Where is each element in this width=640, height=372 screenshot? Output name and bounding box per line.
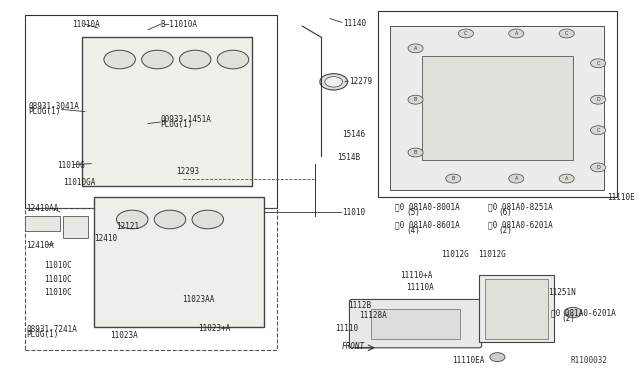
Bar [371,309,460,339]
Text: 1112B: 1112B [348,301,371,310]
Bar [25,216,60,231]
Circle shape [320,74,348,90]
Text: (2): (2) [499,226,513,235]
Text: 11010A: 11010A [72,20,100,29]
Text: 11010C: 11010C [44,288,72,296]
FancyBboxPatch shape [82,37,252,186]
Circle shape [179,50,211,69]
Circle shape [154,210,186,229]
Circle shape [408,148,423,157]
Text: (4): (4) [406,226,420,235]
Circle shape [559,29,574,38]
Bar [422,56,573,160]
Text: C: C [596,61,600,66]
Circle shape [591,163,605,172]
Circle shape [192,210,223,229]
Circle shape [104,50,136,69]
Text: 08931-7241A: 08931-7241A [26,325,77,334]
Circle shape [458,29,474,38]
Text: FRONT: FRONT [342,342,365,351]
Text: A: A [515,31,518,36]
Text: PLUG(1): PLUG(1) [28,107,61,116]
Text: 12410: 12410 [95,234,118,243]
FancyBboxPatch shape [95,197,264,327]
FancyBboxPatch shape [390,26,604,190]
Text: A: A [515,176,518,181]
Text: ⑂0 081A0-6201A: ⑂0 081A0-6201A [488,221,553,230]
Text: ⑂0 081A0-8251A: ⑂0 081A0-8251A [488,202,553,211]
Text: 12293: 12293 [176,167,200,176]
Text: 11110A: 11110A [406,283,434,292]
Text: A: A [414,46,417,51]
Text: 11010G: 11010G [57,161,84,170]
FancyBboxPatch shape [479,275,554,342]
Text: C: C [565,31,568,36]
Text: 11023AA: 11023AA [182,295,215,304]
Text: ⑂0 081A0-6201A: ⑂0 081A0-6201A [551,308,616,317]
Circle shape [141,50,173,69]
Circle shape [408,44,423,53]
Text: B: B [414,150,417,155]
Text: 11110+A: 11110+A [400,271,432,280]
Text: B—11010A: B—11010A [161,20,198,29]
Circle shape [217,50,249,69]
Circle shape [446,174,461,183]
Circle shape [325,77,342,87]
Text: 11251N: 11251N [548,288,575,296]
FancyBboxPatch shape [349,299,482,348]
Circle shape [591,95,605,104]
Text: 12121: 12121 [116,222,140,231]
Circle shape [490,353,505,362]
Text: 11110: 11110 [335,324,358,333]
Text: 00933-1451A: 00933-1451A [161,115,211,124]
Text: 15146: 15146 [342,130,365,139]
Text: PLUG(1): PLUG(1) [26,330,59,339]
Text: 11012G: 11012G [441,250,468,259]
Circle shape [408,95,423,104]
Text: R1100032: R1100032 [571,356,607,365]
Text: ⑂0 081A0-8601A: ⑂0 081A0-8601A [396,221,460,230]
Bar [63,216,88,238]
Text: C: C [464,31,468,36]
Text: 11010: 11010 [342,208,365,217]
Circle shape [559,174,574,183]
Text: 11110E: 11110E [607,193,636,202]
Circle shape [116,210,148,229]
Text: 11010C: 11010C [44,262,72,270]
Text: 11140: 11140 [343,19,366,28]
Text: 12410AA: 12410AA [26,204,59,213]
Text: (5): (5) [406,208,420,217]
Text: 11128A: 11128A [359,311,387,320]
Text: D: D [596,97,600,102]
Text: C: C [596,128,600,133]
Text: PLUG(1): PLUG(1) [161,120,193,129]
Text: (6): (6) [499,208,513,217]
Text: B: B [414,97,417,102]
Circle shape [509,29,524,38]
Text: 12279: 12279 [349,77,372,86]
Circle shape [564,307,582,318]
Text: (2): (2) [562,314,575,323]
Text: 11110EA: 11110EA [452,356,484,365]
Circle shape [591,59,605,68]
Text: B: B [452,176,455,181]
Text: ⑁0 081A0-8001A: ⑁0 081A0-8001A [396,202,460,211]
Text: 11010GA: 11010GA [63,178,95,187]
Circle shape [509,174,524,183]
Text: 11010C: 11010C [44,275,72,283]
Text: A: A [565,176,568,181]
Text: 12410A: 12410A [26,241,54,250]
Text: 11023+A: 11023+A [198,324,230,333]
Bar [484,279,548,339]
Circle shape [591,126,605,135]
Text: 08931-3041A: 08931-3041A [28,102,79,110]
Text: 11012G: 11012G [479,250,506,259]
Text: 1514B: 1514B [337,153,360,162]
Text: D: D [596,165,600,170]
Text: 11023A: 11023A [110,331,138,340]
